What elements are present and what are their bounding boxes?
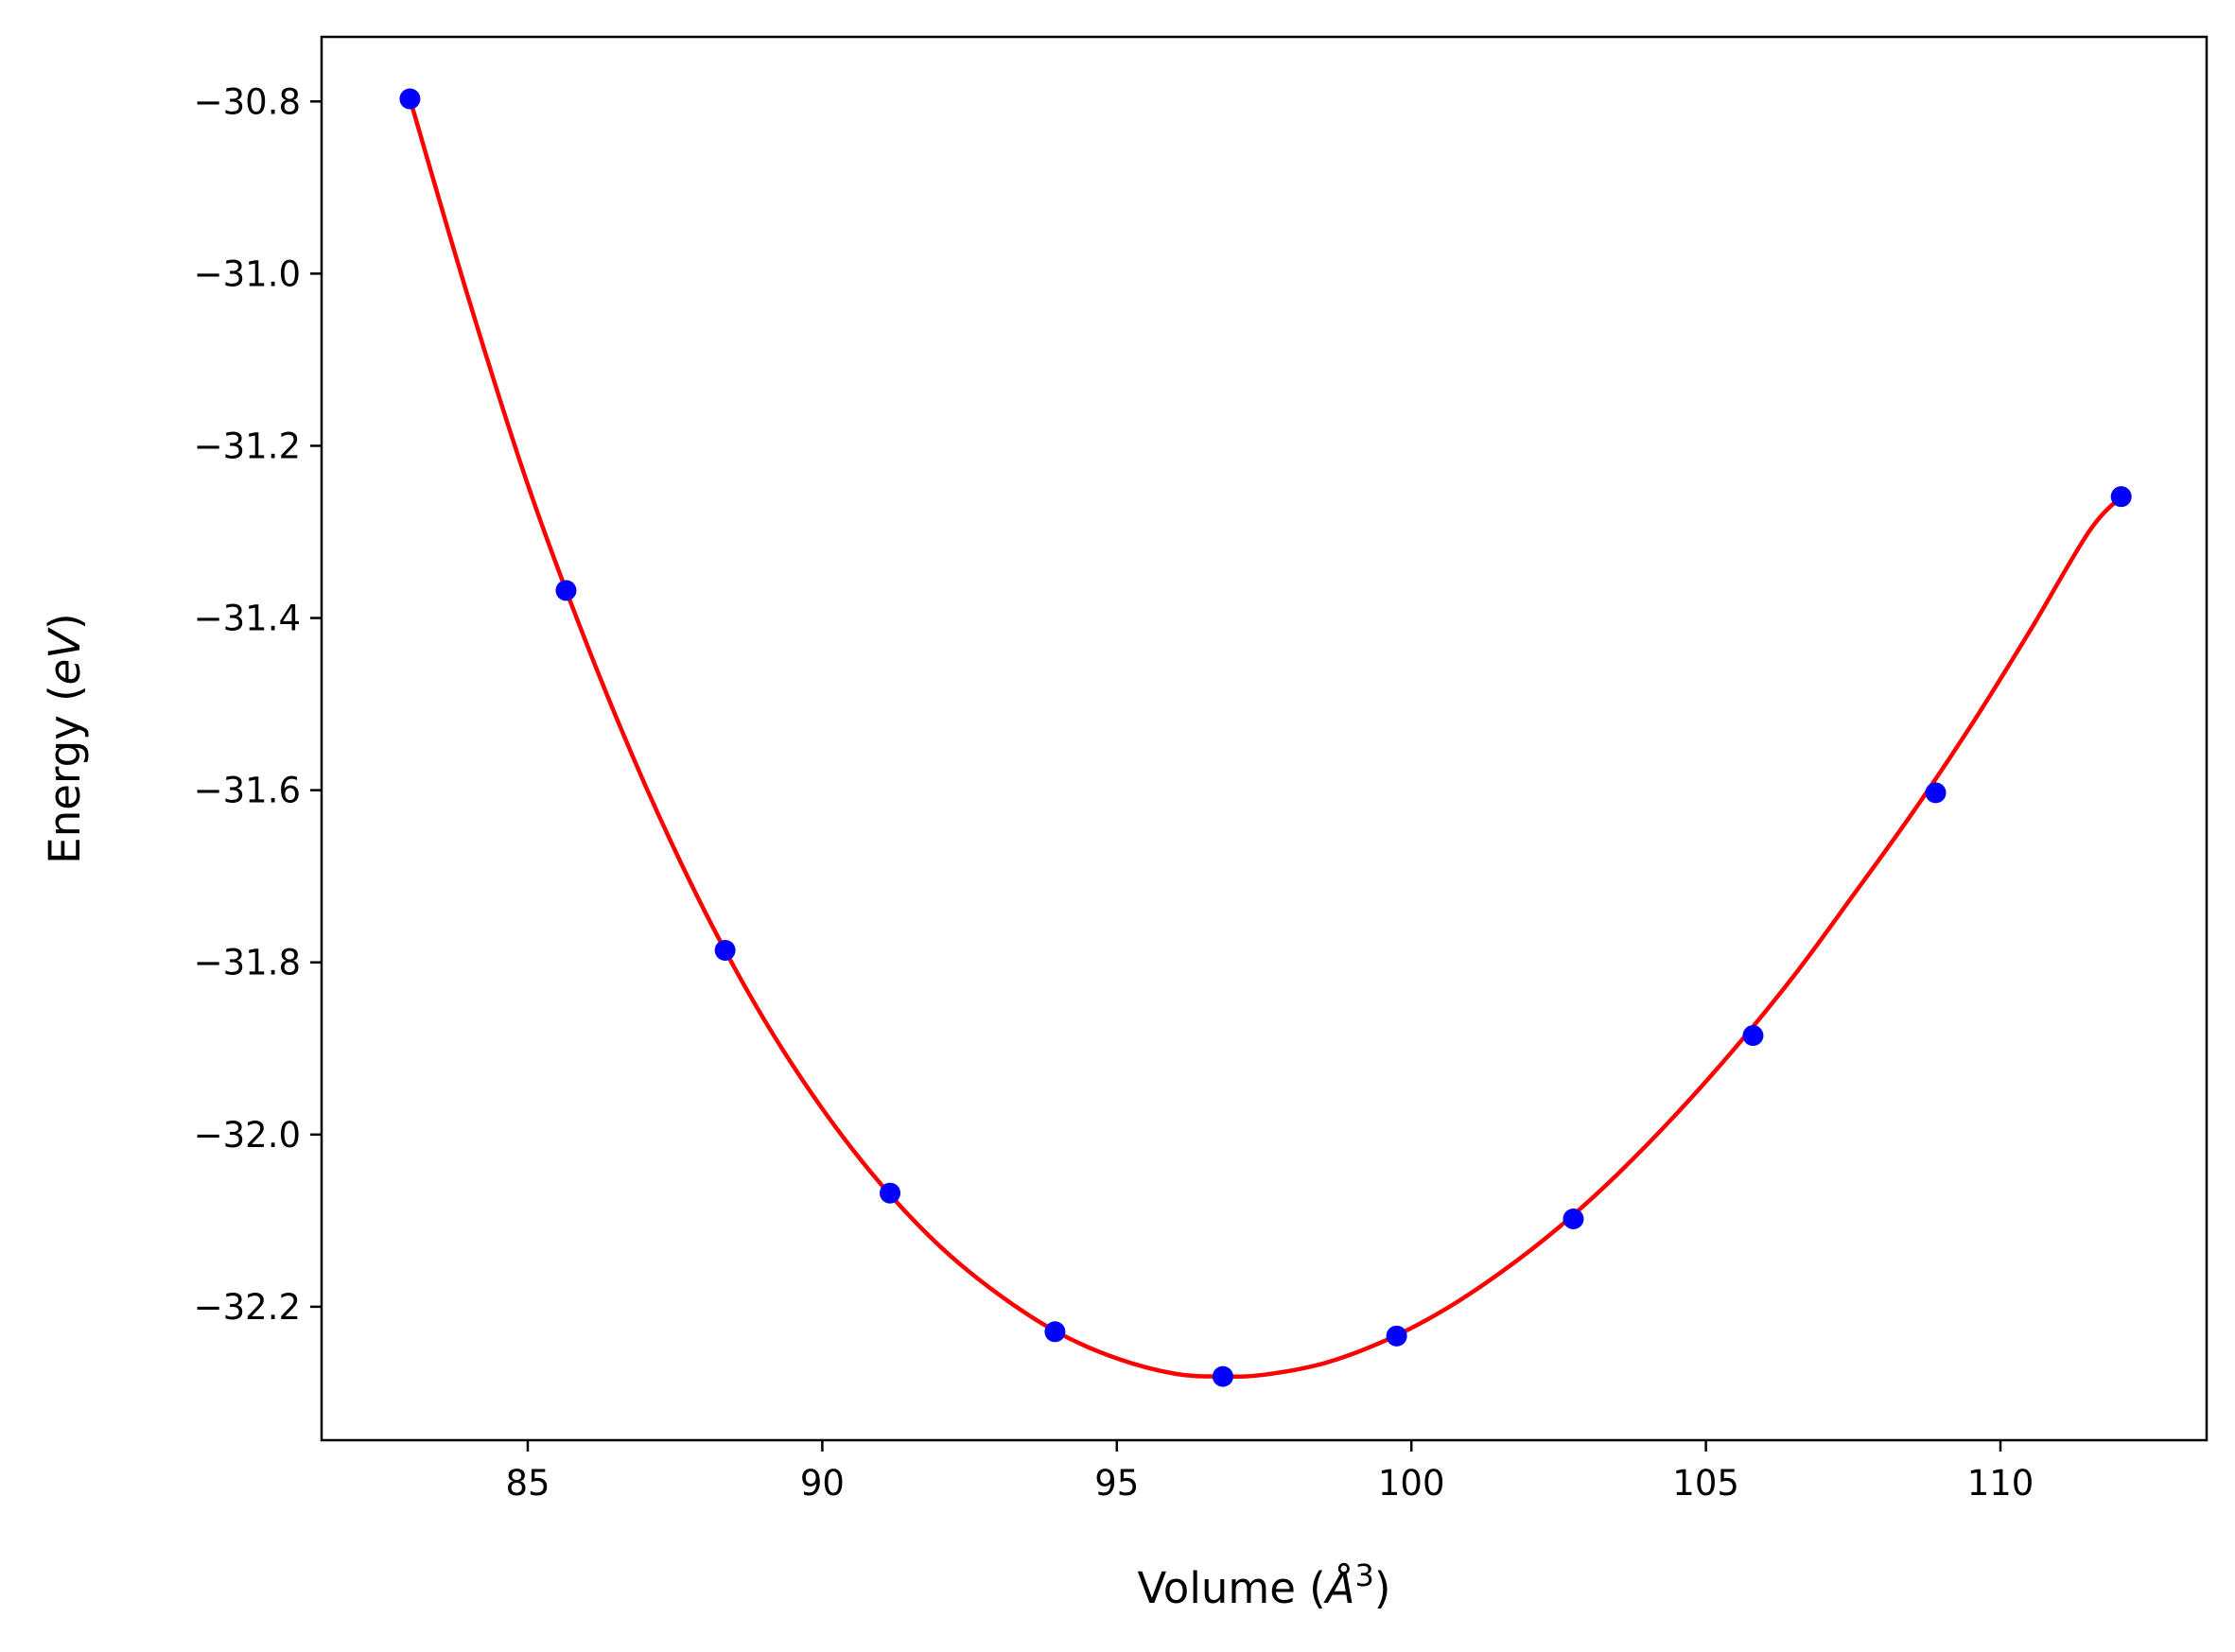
data-point (555, 580, 577, 601)
y-axis-label: Energy (eV) (40, 613, 90, 863)
data-point (399, 88, 421, 110)
y-axis-label-suffix: ) (40, 613, 90, 630)
y-tick-label: −31.2 (194, 426, 301, 466)
x-axis-label-suffix: ) (1374, 1563, 1391, 1613)
y-tick-label: −32.0 (194, 1115, 301, 1156)
data-point (1212, 1365, 1233, 1387)
y-axis-label-prefix: Energy ( (40, 685, 90, 863)
data-point (1044, 1321, 1066, 1343)
data-point (1742, 1025, 1764, 1047)
y-tick-label: −30.8 (194, 81, 301, 122)
x-tick-label: 85 (505, 1463, 550, 1504)
x-axis-label-prefix: Volume ( (1138, 1563, 1326, 1613)
plot-frame (320, 35, 2209, 1442)
x-tick-label: 100 (1378, 1463, 1445, 1504)
x-tick-label: 110 (1967, 1463, 2034, 1504)
x-axis-label-unit: Å (1323, 1563, 1355, 1613)
y-tick-label: −31.4 (194, 599, 301, 639)
data-points (399, 88, 2132, 1387)
x-tick-label: 95 (1094, 1463, 1139, 1504)
y-tick-label: −31.0 (194, 253, 301, 294)
data-point (714, 939, 736, 961)
data-point (880, 1182, 901, 1204)
data-point (1386, 1325, 1407, 1347)
data-point (1563, 1209, 1584, 1230)
x-tick-label: 90 (800, 1463, 845, 1504)
y-tick-label: −31.6 (194, 771, 301, 811)
y-axis-label-unit: eV (40, 627, 90, 686)
x-axis-label: Volume (Å3) (1138, 1557, 1391, 1613)
data-point (2110, 486, 2132, 508)
y-axis-ticks: −30.8 −31.0 −31.2 −31.4 −31.6 −31.8 −32.0 −32.2 (194, 81, 322, 1328)
x-tick-label: 105 (1672, 1463, 1739, 1504)
x-axis-label-sup: 3 (1355, 1557, 1374, 1593)
data-point (1925, 782, 1947, 804)
y-tick-label: −31.8 (194, 943, 301, 983)
x-axis-ticks: 85 90 95 100 105 110 (505, 1440, 2034, 1504)
y-tick-label: −32.2 (194, 1287, 301, 1328)
